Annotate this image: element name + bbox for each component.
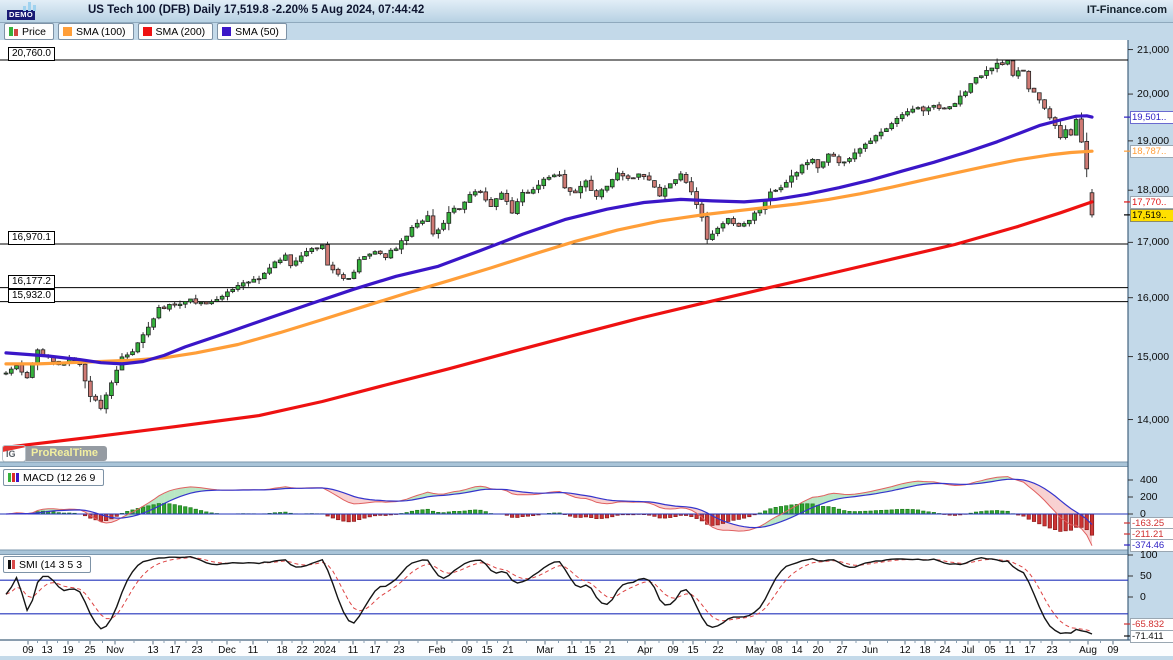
x-axis-label: 12 [899, 645, 911, 656]
x-axis-label: 2024 [313, 645, 337, 656]
price-marker: 18,787.. [1130, 145, 1173, 159]
tab-sma100-label: SMA (100) [75, 25, 126, 38]
instrument-title: US Tech 100 (DFB) Daily 17,519.8 -2.20% … [88, 4, 425, 16]
smi-bars-icon [8, 560, 15, 569]
price-axis-tick: 15,000 [1137, 350, 1170, 363]
ig-prorealtime-watermark[interactable]: IG ProRealTime [3, 446, 108, 461]
tab-smi-indicator[interactable]: SMI (14 3 5 3 [3, 556, 92, 573]
x-axis-label: Nov [106, 645, 124, 656]
x-axis-label: 13 [41, 645, 53, 656]
x-axis-label: Aug [1079, 645, 1097, 656]
x-axis-label: Apr [637, 645, 653, 656]
smi-axis-tick: 50 [1140, 570, 1152, 582]
prorealtime-label: ProRealTime [23, 446, 108, 461]
x-axis-label: 15 [687, 645, 699, 656]
price-axis-tick: 20,000 [1137, 88, 1170, 101]
price-axis-tick: 21,000 [1137, 43, 1170, 56]
x-axis-label: 08 [771, 645, 783, 656]
tab-sma50-label: SMA (50) [235, 25, 279, 38]
tab-sma-50[interactable]: SMA (50) [217, 23, 287, 40]
price-candles-icon [9, 27, 18, 36]
legend-row: Price SMA (100) SMA (200) SMA (50) [4, 23, 287, 40]
price-axis-tick: 19,000 [1137, 134, 1170, 147]
price-axis-tick: 17,000 [1137, 236, 1170, 249]
x-axis-label: 14 [791, 645, 803, 656]
smi-axis-tick: 0 [1140, 591, 1146, 603]
title-bar [0, 0, 1173, 23]
x-axis-label: 05 [984, 645, 996, 656]
price-marker: 17,770.. [1130, 195, 1173, 209]
x-axis-label: 17 [169, 645, 181, 656]
macd-axis-tick: 0 [1140, 508, 1146, 520]
tab-sma-200[interactable]: SMA (200) [137, 23, 214, 40]
x-axis-label: 19 [62, 645, 74, 656]
demo-badge: DEMO [7, 10, 36, 20]
sma100-color-icon [62, 27, 72, 36]
tab-macd-label: MACD (12 26 9 [23, 471, 96, 484]
x-axis-label: 15 [584, 645, 596, 656]
sma50-color-icon [222, 27, 232, 36]
x-axis-label: Dec [218, 645, 236, 656]
x-axis-label: 11 [1004, 645, 1016, 656]
x-axis-label: 18 [276, 645, 288, 656]
x-axis-label: 11 [566, 645, 578, 656]
x-axis-label: 22 [712, 645, 724, 656]
x-axis-label: 18 [919, 645, 931, 656]
macd-bars-icon [8, 473, 19, 482]
level-label: 15,932.0 [8, 288, 55, 303]
x-axis-label: 11 [347, 645, 359, 656]
price-axis-tick: 18,000 [1137, 184, 1170, 197]
level-label: 16,970.1 [8, 230, 55, 245]
level-label: 20,760.0 [8, 47, 55, 62]
brand-link[interactable]: IT-Finance.com [1086, 4, 1167, 16]
x-axis-label: 11 [247, 645, 259, 656]
x-axis-label: 23 [191, 645, 203, 656]
x-axis-label: 21 [502, 645, 514, 656]
x-axis-label: Feb [428, 645, 446, 656]
x-axis-label: 09 [461, 645, 473, 656]
level-label: 16,177.2 [8, 274, 55, 289]
x-axis-label: 09 [1107, 645, 1119, 656]
x-axis-label: 13 [147, 645, 159, 656]
x-axis-label: 09 [667, 645, 679, 656]
x-axis-label: 23 [393, 645, 405, 656]
x-axis-label: 15 [481, 645, 493, 656]
smi-value-marker: -71.411 [1130, 630, 1173, 643]
ig-logo-icon: IG [3, 446, 25, 461]
smi-axis-tick: 100 [1140, 549, 1158, 561]
x-axis-label: 09 [22, 645, 34, 656]
x-axis-label: 23 [1046, 645, 1058, 656]
x-axis-label: 24 [939, 645, 951, 656]
x-axis-label: 17 [1024, 645, 1036, 656]
price-marker: 17,519.. [1130, 208, 1173, 222]
tab-macd-indicator[interactable]: MACD (12 26 9 [3, 469, 105, 486]
macd-axis-tick: 400 [1140, 474, 1158, 486]
price-axis-tick: 14,000 [1137, 413, 1170, 426]
tab-smi-label: SMI (14 3 5 3 [19, 558, 83, 571]
x-axis-label: 17 [369, 645, 381, 656]
x-axis-label: 20 [812, 645, 824, 656]
price-marker: 19,501.. [1130, 111, 1173, 125]
macd-value-marker: -374.46 [1130, 539, 1173, 552]
x-axis-label: 22 [296, 645, 308, 656]
tab-price-label: Price [22, 25, 46, 38]
tab-price[interactable]: Price [4, 23, 54, 40]
tab-sma200-label: SMA (200) [155, 25, 206, 38]
tab-sma-100[interactable]: SMA (100) [57, 23, 134, 40]
x-axis-label: 25 [84, 645, 96, 656]
macd-axis-tick: 200 [1140, 491, 1158, 503]
platform-logo-icon [23, 2, 36, 11]
x-axis-label: Jun [861, 645, 879, 656]
x-axis-label: May [745, 645, 765, 656]
x-axis-label: 27 [836, 645, 848, 656]
x-axis-label: Jul [961, 645, 975, 656]
x-axis-label: Mar [536, 645, 554, 656]
price-axis-tick: 16,000 [1137, 291, 1170, 304]
sma200-color-icon [142, 27, 152, 36]
x-axis-label: 21 [604, 645, 616, 656]
